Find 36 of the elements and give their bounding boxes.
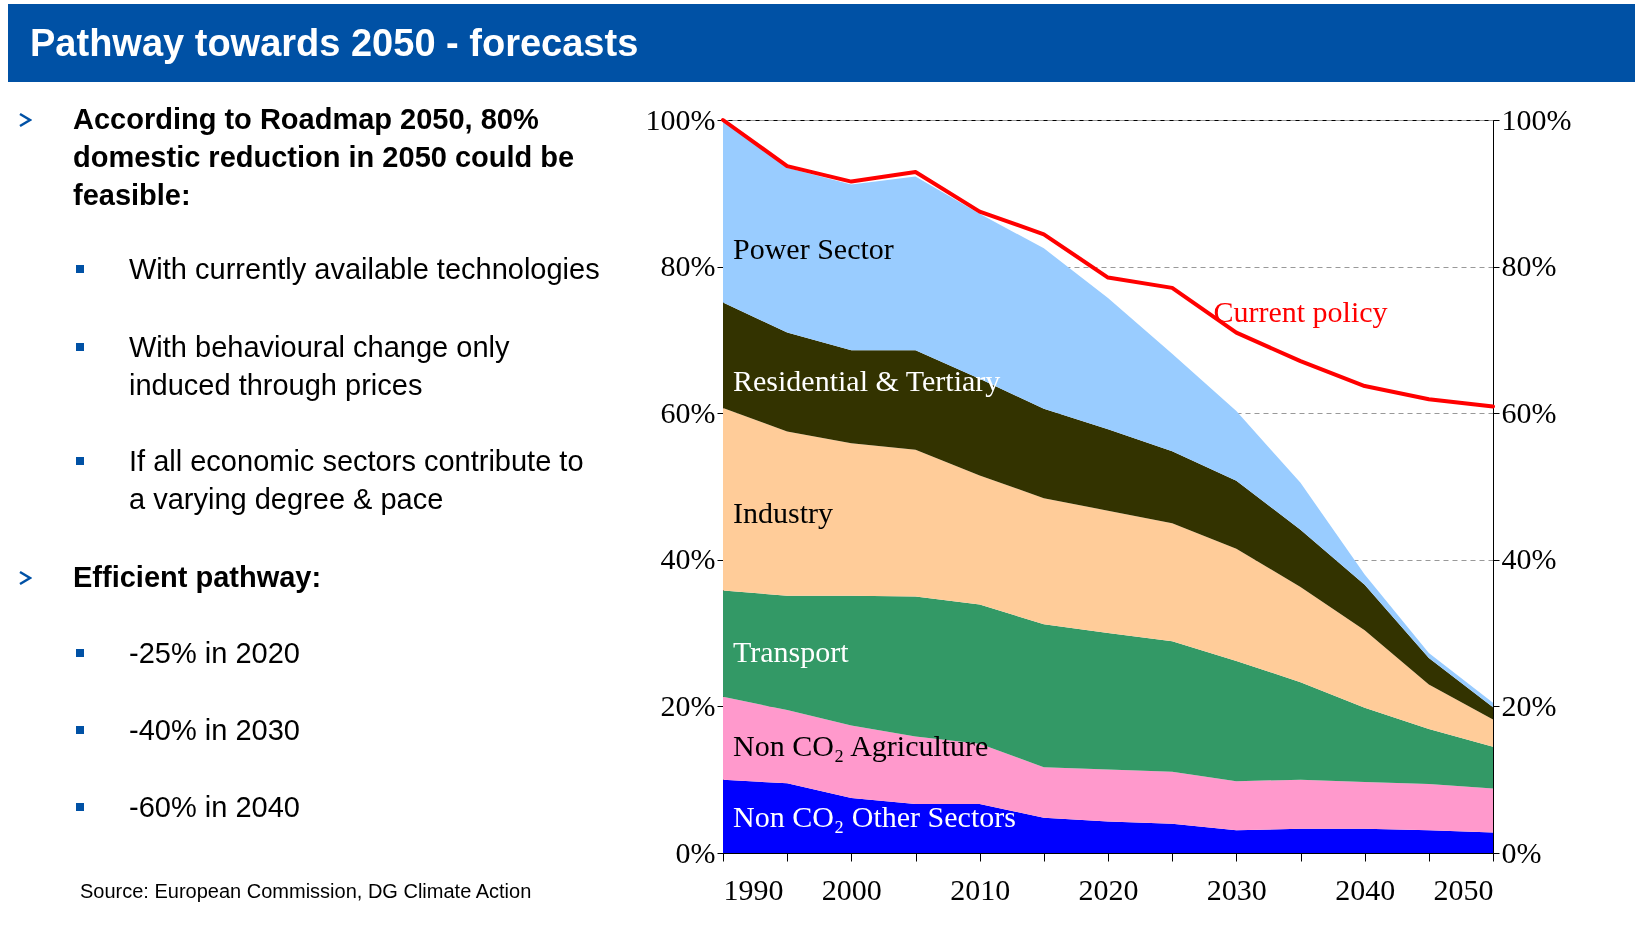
series-label: Power Sector bbox=[733, 232, 894, 266]
y2-tick-label: 0% bbox=[1501, 835, 1542, 869]
y-tick-label: 100% bbox=[645, 102, 716, 136]
y-tick-label: 40% bbox=[660, 542, 716, 576]
x-tick-label: 2030 bbox=[1206, 872, 1267, 906]
text: -25% in 2020 bbox=[129, 636, 301, 671]
series-label: Non CO₂ Agriculture bbox=[733, 728, 989, 762]
y2-tick-label: 40% bbox=[1501, 542, 1557, 576]
text: Efficient pathway: bbox=[73, 560, 323, 595]
text: According to Roadmap 2050, 80% domestic reduction in 2050 could be feasible: bbox=[73, 102, 576, 213]
series-label: Current policy bbox=[1213, 295, 1388, 329]
source-note: Source: European Commission, DG Climate Action bbox=[80, 880, 532, 903]
series-label: Industry bbox=[733, 495, 833, 529]
y2-tick-label: 60% bbox=[1501, 395, 1557, 429]
text: Pathway towards 2050 - forecasts bbox=[8, 4, 1635, 82]
y2-tick-label: 80% bbox=[1501, 249, 1557, 283]
y-tick-label: 80% bbox=[660, 249, 716, 283]
x-tick-label: 2000 bbox=[821, 872, 882, 906]
x-tick-label: 1990 bbox=[723, 872, 784, 906]
y-tick-label: 20% bbox=[660, 688, 716, 722]
x-tick-label: 2050 bbox=[1433, 872, 1494, 906]
text: -60% in 2040 bbox=[129, 790, 301, 825]
text: With behavioural change only induced through prices bbox=[129, 330, 511, 403]
y-tick-label: 60% bbox=[660, 395, 716, 429]
x-tick-label: 2040 bbox=[1335, 872, 1396, 906]
text: -40% in 2030 bbox=[129, 713, 301, 748]
series-label: Transport bbox=[733, 634, 850, 668]
x-tick-label: 2010 bbox=[950, 872, 1011, 906]
text: With currently available technologies bbox=[129, 252, 601, 287]
text: If all economic sectors contribute to a varying degree & pace bbox=[129, 444, 585, 517]
y-tick-label: 0% bbox=[675, 835, 716, 869]
x-tick-label: 2020 bbox=[1078, 872, 1139, 906]
line-series bbox=[721, 118, 1495, 409]
y2-tick-label: 100% bbox=[1501, 102, 1572, 136]
y2-tick-label: 20% bbox=[1501, 688, 1557, 722]
series-label: Non CO₂ Other Sectors bbox=[733, 800, 1016, 834]
